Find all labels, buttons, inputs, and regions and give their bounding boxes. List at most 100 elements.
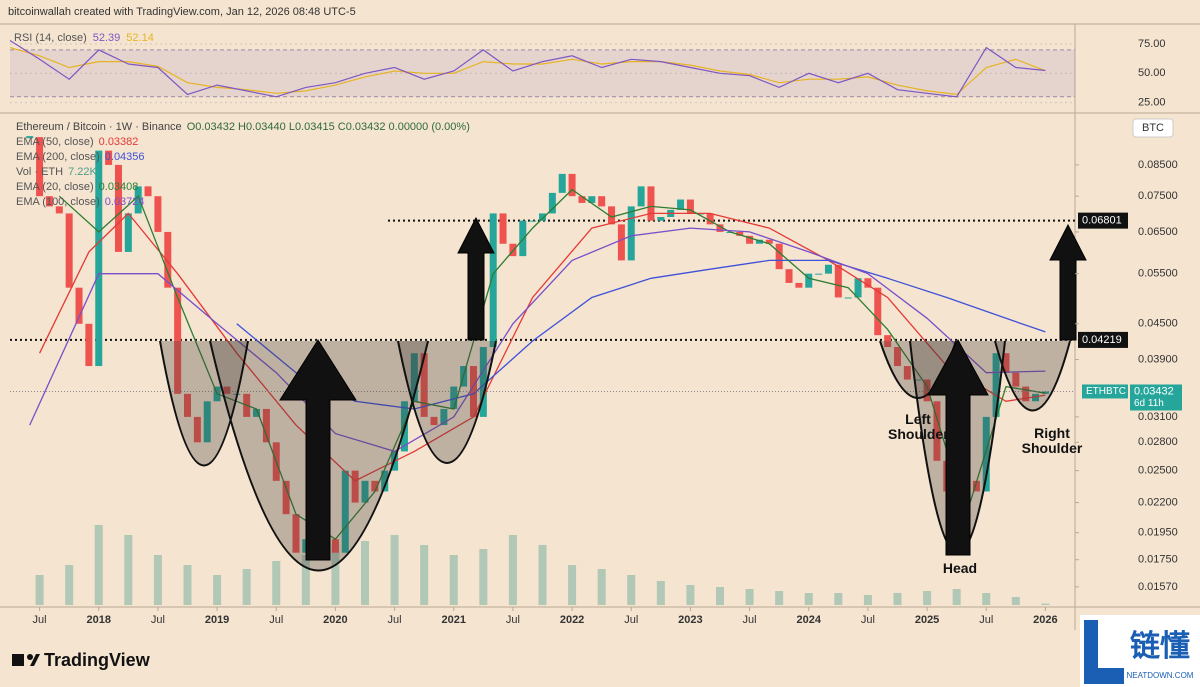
candle xyxy=(992,353,1000,417)
candle xyxy=(617,224,625,261)
x-tick-label: 2021 xyxy=(442,614,466,626)
candle xyxy=(1022,386,1030,402)
candle xyxy=(854,278,862,298)
candle xyxy=(657,217,665,221)
up-arrow xyxy=(927,338,989,556)
candle xyxy=(479,347,487,417)
y-tick-label: 0.01570 xyxy=(1138,581,1178,593)
candle xyxy=(499,213,507,244)
volume-bar xyxy=(420,545,429,605)
volume-bar xyxy=(94,525,103,605)
candle xyxy=(75,287,83,324)
y-tick-label: 0.03900 xyxy=(1138,353,1178,365)
volume-bar xyxy=(479,549,488,605)
candle xyxy=(253,408,261,417)
candle xyxy=(361,480,369,503)
x-tick-label: 2018 xyxy=(87,614,111,626)
candle xyxy=(834,264,842,298)
currency-label: BTC xyxy=(1142,122,1164,134)
logo-icon xyxy=(30,654,40,666)
volume-bar xyxy=(331,545,340,605)
candle xyxy=(578,196,586,203)
legend-name: EMA (100, close) xyxy=(16,196,100,208)
candle xyxy=(686,199,694,214)
volume-bar xyxy=(213,575,222,605)
legend-row: EMA (50, close) 0.03382 xyxy=(16,136,138,148)
volume-bar xyxy=(153,555,162,605)
x-tick-label: Jul xyxy=(388,614,402,626)
legend-name: EMA (50, close) xyxy=(16,136,94,148)
volume-bar xyxy=(863,595,872,605)
volume-bar xyxy=(893,593,902,605)
candle xyxy=(164,231,172,288)
volume-bar xyxy=(923,591,932,605)
x-tick-label: 2020 xyxy=(323,614,347,626)
up-arrow xyxy=(457,216,495,341)
candle xyxy=(420,353,428,417)
annotation: Right Shoulder xyxy=(1021,425,1083,456)
x-tick-label: Jul xyxy=(624,614,638,626)
candle xyxy=(874,287,882,336)
legend-row: EMA (100, close) 0.03724 xyxy=(16,196,145,208)
candle xyxy=(706,213,714,225)
x-tick-label: 2023 xyxy=(678,614,702,626)
rsi-tick-label: 50.00 xyxy=(1138,67,1166,79)
legend-value: 0.03408 xyxy=(99,181,139,193)
candle xyxy=(539,213,546,221)
legend-row: EMA (200, close) 0.04356 xyxy=(16,151,145,163)
x-tick-label: Jul xyxy=(861,614,875,626)
candle xyxy=(124,213,132,252)
candle xyxy=(529,220,537,222)
watermark-icon xyxy=(1084,620,1124,684)
level-label-box xyxy=(1078,331,1128,348)
volume-bar xyxy=(124,535,133,605)
candle xyxy=(864,278,872,288)
candle xyxy=(519,220,527,257)
candle xyxy=(292,514,300,553)
y-tick-label: 0.01950 xyxy=(1138,527,1178,539)
legend-ohlc: O0.03432 H0.03440 L0.03415 C0.03432 0.00… xyxy=(187,121,470,133)
volume-bar xyxy=(716,587,724,605)
ema-line xyxy=(29,227,1046,453)
x-tick-label: 2022 xyxy=(560,614,584,626)
level-label: 0.06801 xyxy=(1082,215,1122,227)
candle xyxy=(440,408,448,426)
currency-box xyxy=(1132,118,1174,138)
y-tick-label: 0.04500 xyxy=(1138,318,1178,330)
y-tick-label: 0.02800 xyxy=(1138,436,1178,448)
volume-bar xyxy=(775,591,784,605)
candle xyxy=(588,196,596,203)
candle xyxy=(548,192,556,214)
symbol-box xyxy=(1082,384,1128,399)
candle xyxy=(203,401,211,443)
candle xyxy=(65,213,73,288)
legend-row: Vol · ETH 7.22K xyxy=(16,166,97,178)
header: bitcoinwallah created with TradingView.c… xyxy=(8,6,356,18)
ema-line xyxy=(39,212,1046,482)
volume-bar xyxy=(242,569,251,605)
price-label: 0.03432 xyxy=(1134,385,1174,397)
rsi-line xyxy=(9,39,1046,98)
up-arrow xyxy=(1049,223,1087,341)
volume-bar xyxy=(745,589,754,605)
candle xyxy=(775,243,783,270)
watermark-title: 链懂 xyxy=(1130,629,1190,663)
volume-bar xyxy=(804,593,813,605)
candle xyxy=(903,366,911,380)
candle xyxy=(913,379,921,381)
y-tick-label: 0.03100 xyxy=(1138,411,1178,423)
legend-title: Ethereum / Bitcoin · 1W · Binance xyxy=(16,121,182,133)
y-tick-label: 0.08500 xyxy=(1138,159,1178,171)
x-tick-label: 2025 xyxy=(915,614,939,626)
watermark: 链懂 NEATDOWN.COM xyxy=(1080,615,1200,687)
x-tick-label: Jul xyxy=(743,614,757,626)
volume-bar xyxy=(272,561,281,605)
candle xyxy=(795,282,803,288)
rsi-tick-label: 75.00 xyxy=(1138,38,1166,50)
volume-bar xyxy=(656,581,665,605)
rsi-legend-title: RSI (14, close) xyxy=(14,32,87,44)
price-box xyxy=(1130,384,1182,411)
cup-outline xyxy=(159,340,249,467)
countdown-label: 6d 11h xyxy=(1134,398,1164,409)
x-tick-label: Jul xyxy=(33,614,47,626)
